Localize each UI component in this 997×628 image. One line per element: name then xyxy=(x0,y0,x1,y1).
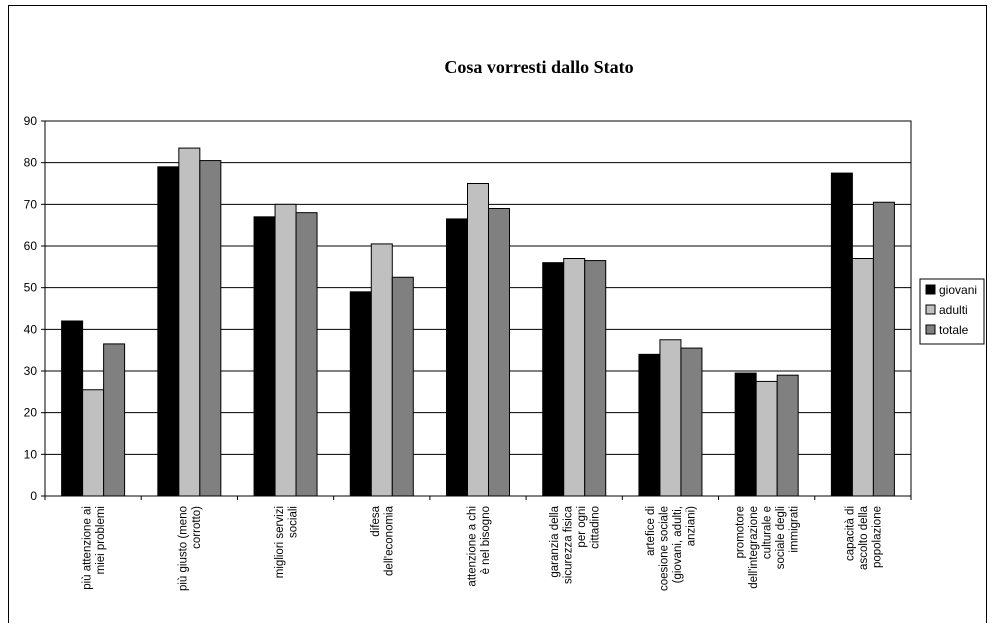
bar-adulti xyxy=(274,203,297,497)
bar-giovani xyxy=(734,372,757,497)
bar-totale xyxy=(295,212,318,497)
bar-giovani xyxy=(61,320,84,497)
x-tick-label: promotore dell'integrazione culturale e soc… xyxy=(735,506,801,589)
y-tick-label: 90 xyxy=(24,114,38,128)
chart-title: Cosa vorresti dallo Stato xyxy=(444,57,633,77)
y-tick-label: 20 xyxy=(24,406,38,420)
x-tick-label: più attenzione ai miei problemi xyxy=(81,506,107,590)
y-axis: 0 10 20 30 40 50 60 70 80 90 xyxy=(24,114,45,503)
bar-totale xyxy=(488,208,510,497)
y-tick-label: 50 xyxy=(24,281,38,295)
bar-adulti xyxy=(467,183,489,497)
chart-frame: Cosa vorresti dallo Stato 0 10 20 30 40 50 60 7… xyxy=(8,5,987,623)
y-tick-label: 30 xyxy=(24,364,38,378)
bar-giovani xyxy=(157,166,180,497)
bar-adulti xyxy=(659,339,682,497)
x-tick-label: attenzione a chi è nel bisogno xyxy=(466,506,492,587)
x-tick-label: capacità di ascolto della popolazione xyxy=(844,505,883,570)
legend: giovani adulti totale xyxy=(919,278,985,345)
bar-totale xyxy=(680,347,703,497)
bar-adulti xyxy=(370,243,393,497)
bar-giovani xyxy=(830,172,853,497)
bar-giovani xyxy=(253,216,276,497)
bar-chart: Cosa vorresti dallo Stato 0 10 20 30 40 50 60 7… xyxy=(24,57,985,591)
x-tick-label: più giusto (meno corrotto) xyxy=(178,506,204,591)
x-tick-label: migliori servizi sociali xyxy=(274,506,300,578)
bar-adulti xyxy=(851,258,874,497)
x-tick-label: artefice di coesione sociale (giovani, adu… xyxy=(645,506,698,591)
bar-totale xyxy=(391,276,414,497)
legend-swatch-totale xyxy=(925,324,936,335)
legend-swatch-giovani xyxy=(925,284,936,295)
y-tick-label: 40 xyxy=(24,322,38,336)
bar-adulti xyxy=(755,380,778,497)
x-tick-label: difesa dell'economia xyxy=(370,505,396,576)
bar-totale xyxy=(872,201,895,497)
bar-adulti xyxy=(178,147,201,497)
bar-totale xyxy=(776,374,799,497)
legend-swatch-adulti xyxy=(925,304,936,315)
bar-adulti xyxy=(563,258,586,497)
y-tick-label: 70 xyxy=(24,197,38,211)
legend-label-totale: totale xyxy=(939,323,969,337)
x-axis: più attenzione ai miei problemi più giusto… xyxy=(44,496,912,591)
bar-giovani xyxy=(349,291,372,497)
x-tick-label: garanzia della sicurezza fisica per ogni ci… xyxy=(549,505,602,584)
y-tick-label: 0 xyxy=(30,489,37,503)
y-tick-label: 80 xyxy=(24,156,38,170)
bar-giovani xyxy=(542,262,565,497)
y-tick-label: 10 xyxy=(24,447,38,461)
bar-adulti xyxy=(82,389,105,497)
bar-giovani xyxy=(446,218,468,497)
bar-totale xyxy=(584,260,607,497)
bar-totale xyxy=(103,343,126,497)
bar-giovani xyxy=(638,353,661,497)
legend-label-giovani: giovani xyxy=(939,283,977,297)
legend-label-adulti: adulti xyxy=(939,303,968,317)
bar-totale xyxy=(199,160,222,497)
y-tick-label: 60 xyxy=(24,239,38,253)
bars xyxy=(61,147,895,497)
